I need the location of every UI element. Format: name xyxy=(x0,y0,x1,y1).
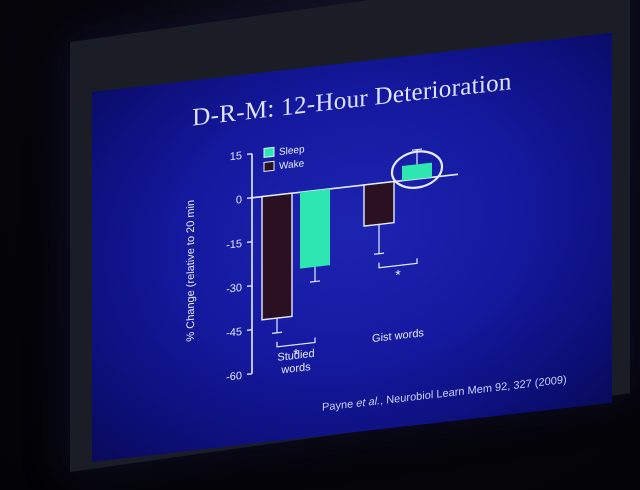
highlight-circle xyxy=(390,150,444,189)
y-tick-mark xyxy=(247,285,252,288)
bar-sleep xyxy=(300,188,330,269)
y-tick-label: -30 xyxy=(226,282,242,296)
y-tick-mark xyxy=(247,153,252,156)
legend-label-sleep: Sleep xyxy=(279,144,305,158)
legend-swatch-sleep xyxy=(263,146,275,158)
x-category-label: Studied xyxy=(277,348,314,364)
y-tick-mark xyxy=(247,373,252,376)
bar-sleep xyxy=(402,162,432,181)
x-category-label: words xyxy=(280,361,311,376)
significance-bracket xyxy=(276,337,316,348)
significance-star: * xyxy=(395,266,401,283)
y-tick-label: 15 xyxy=(230,150,242,163)
y-tick-mark xyxy=(247,241,252,244)
y-tick-label: 0 xyxy=(236,194,242,207)
legend-swatch-wake xyxy=(263,160,275,172)
significance-bracket xyxy=(378,258,418,269)
bar-chart: 15 0 -15 -30 -45 -60 % Change (relative to 20 … xyxy=(185,144,458,384)
error-cap-wake xyxy=(374,252,384,255)
y-tick-mark xyxy=(247,329,252,332)
legend-label-wake: Wake xyxy=(279,158,305,172)
presentation-slide: D-R-M: 12-Hour Deterioration 15 0 -15 -30 -4… xyxy=(92,32,612,463)
bar-wake xyxy=(363,180,395,227)
y-tick-label: -15 xyxy=(226,238,242,252)
y-axis-title: % Change (relative to 20 min xyxy=(185,199,197,342)
error-cap-wake xyxy=(272,331,282,334)
x-category-label: Gist words xyxy=(372,327,424,345)
significance-star: * xyxy=(293,345,299,362)
y-tick-mark xyxy=(247,197,252,200)
bar-wake xyxy=(261,192,293,321)
error-cap-sleep xyxy=(310,280,320,283)
y-tick-label: -45 xyxy=(226,326,242,340)
error-cap-sleep xyxy=(412,148,422,151)
y-tick-label: -60 xyxy=(226,370,242,384)
